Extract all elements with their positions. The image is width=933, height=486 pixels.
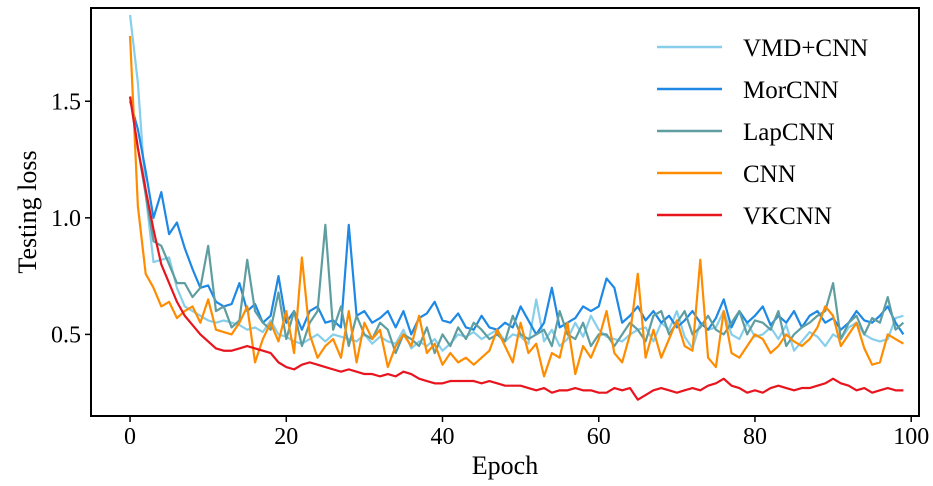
x-tick-label: 60 [587,424,611,450]
legend-label-lapcnn: LapCNN [743,119,835,146]
x-tick-label: 80 [743,424,767,450]
x-axis-title: Epoch [472,451,538,480]
legend-label-cnn: CNN [743,161,796,188]
x-tick-label: 20 [274,424,298,450]
legend: VMD+CNN MorCNN LapCNN CNN VKCNN [657,35,868,230]
series-line-vkcnn [128,96,904,401]
series-line-vmd-cnn [128,14,904,352]
x-tick-label: 0 [124,424,136,450]
series-line-cnn [128,35,904,378]
y-tick-label: 0.5 [51,322,81,348]
plot-frame [90,7,920,417]
legend-label-vkcnn: VKCNN [743,203,832,230]
legend-label-vmd-cnn: VMD+CNN [743,35,868,62]
x-tick-label: 100 [893,424,929,450]
series-line-lapcnn [128,96,905,355]
y-axis: 0.5 1.0 1.5 [51,89,91,348]
legend-label-morcnn: MorCNN [743,77,839,104]
x-axis: 0 20 40 60 80 100 [124,416,929,450]
series-lines [128,14,905,401]
y-tick-label: 1.5 [51,89,81,115]
x-tick-label: 40 [431,424,455,450]
y-tick-label: 1.0 [51,206,81,232]
y-axis-title: Testing loss [13,150,42,273]
